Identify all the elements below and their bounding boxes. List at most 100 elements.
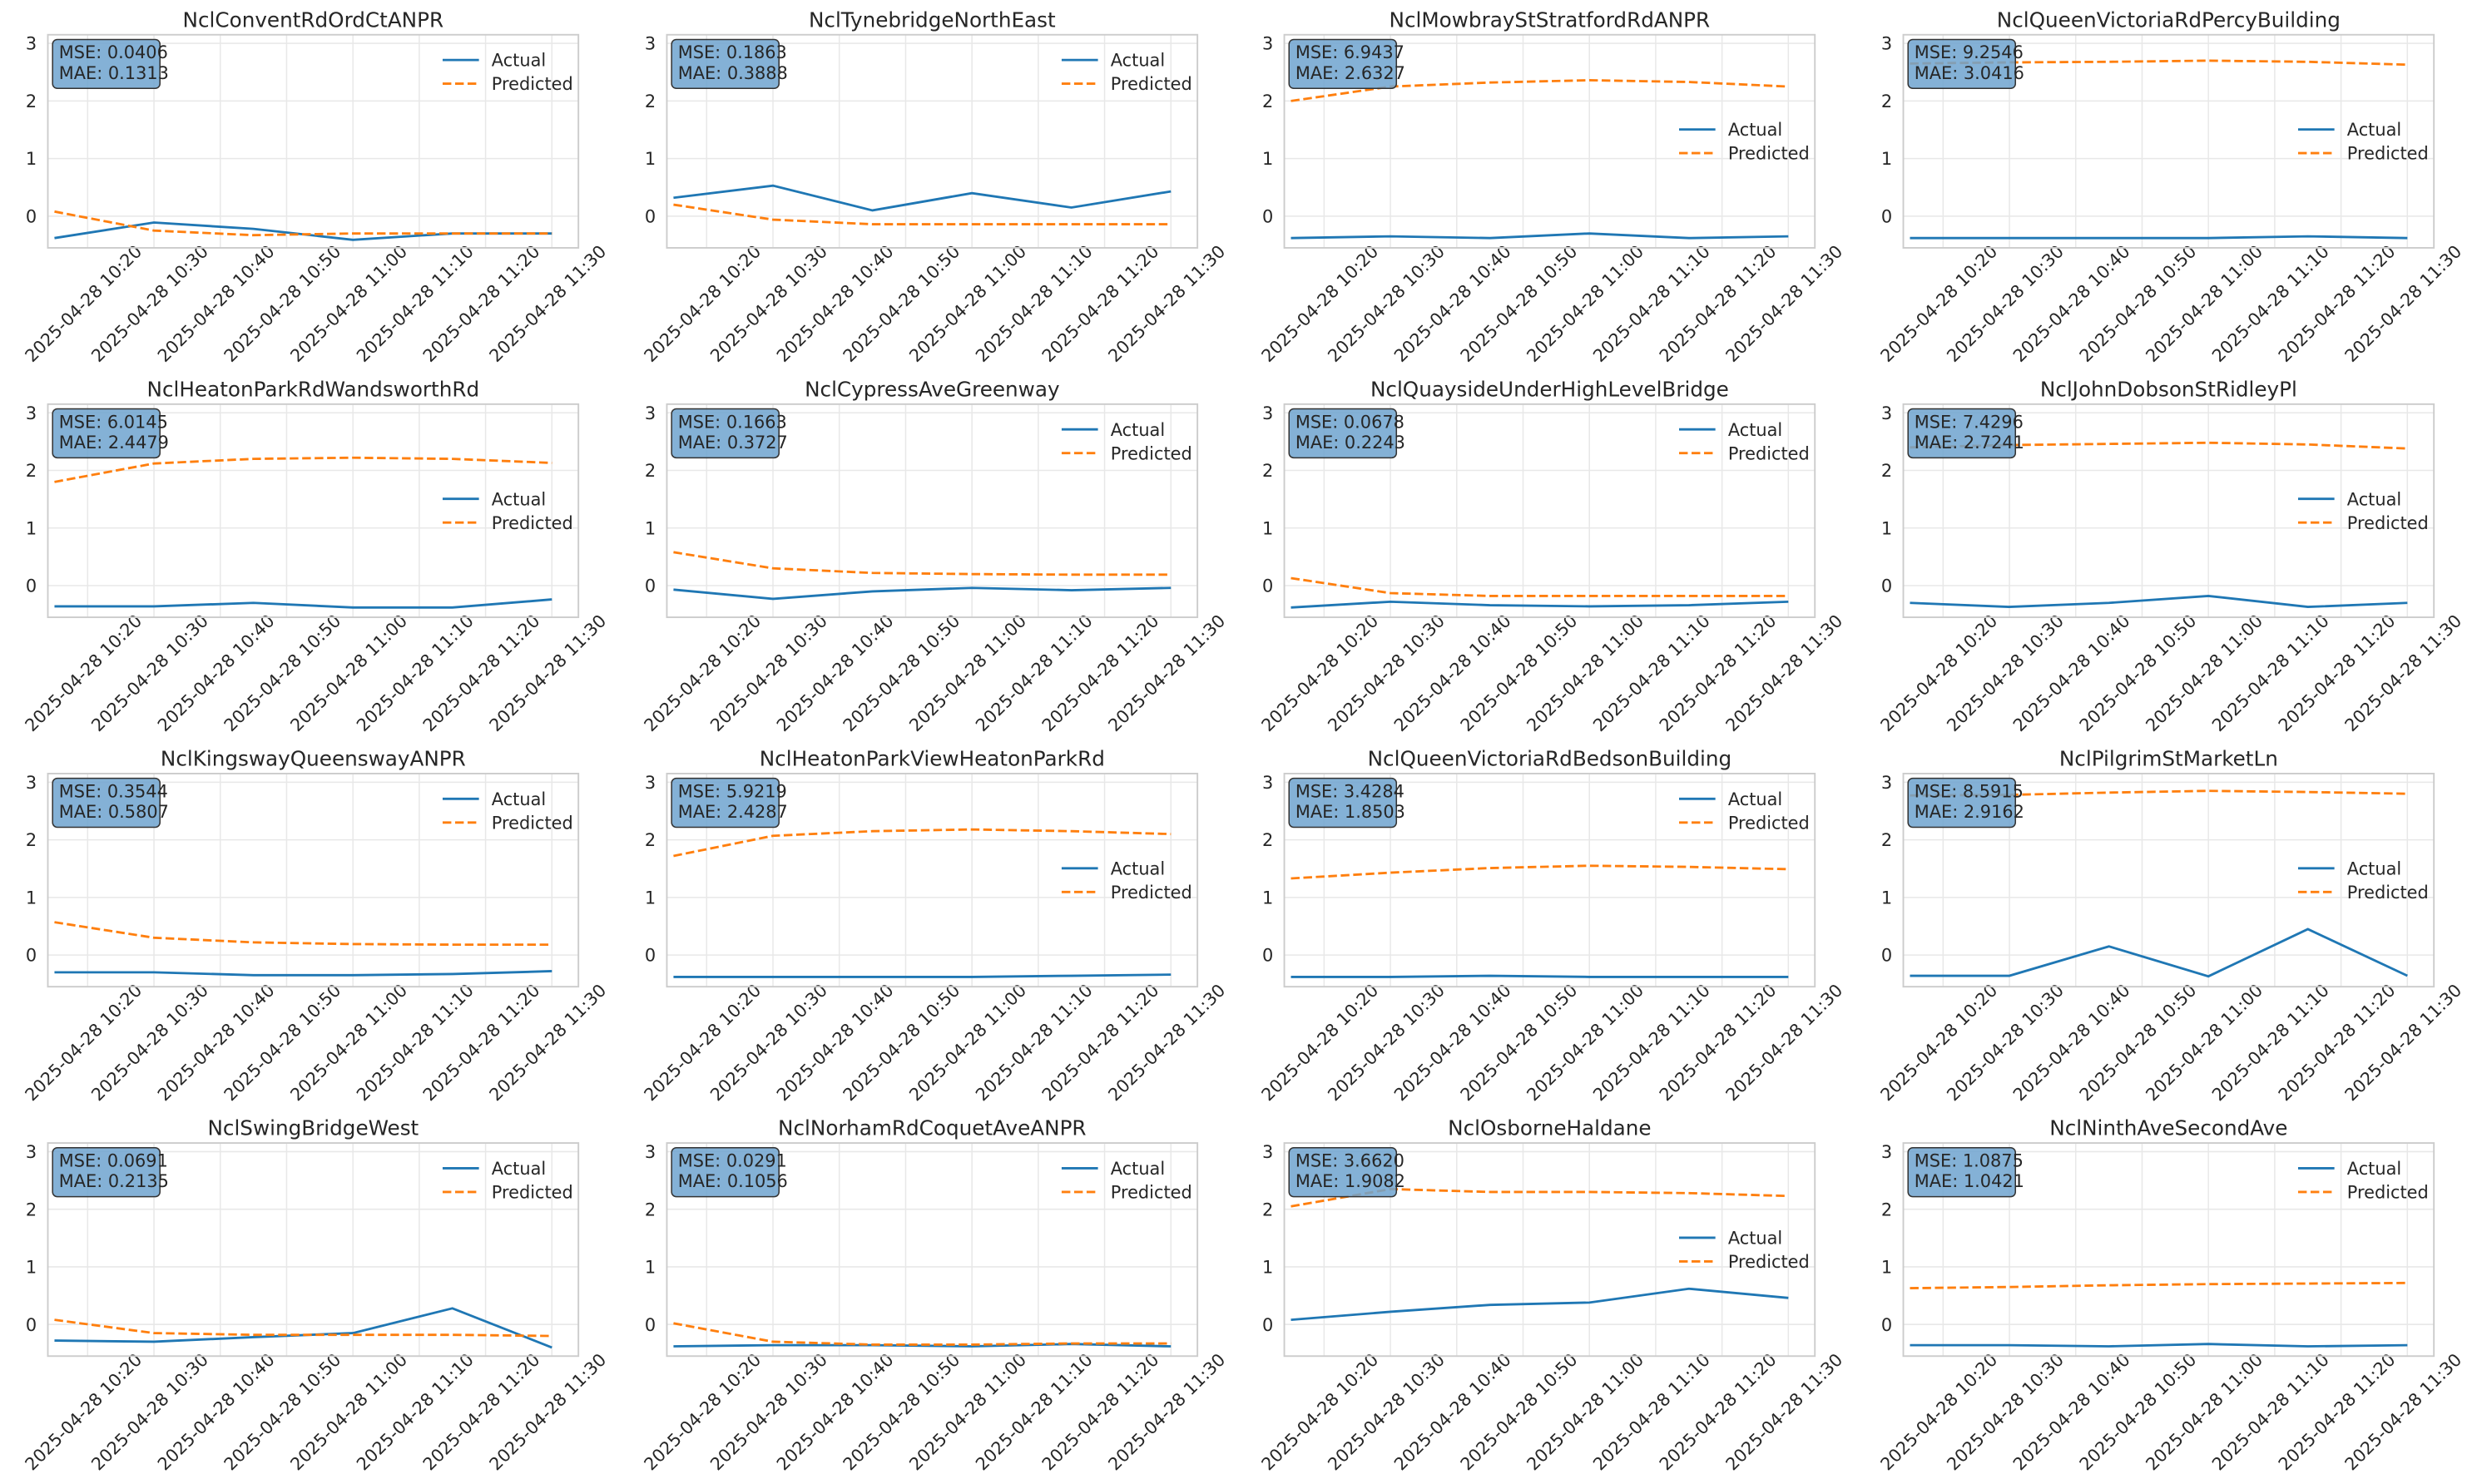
y-tick-label: 2	[1262, 92, 1273, 111]
x-tick-label: 2025-04-28 11:10	[2208, 1349, 2333, 1474]
legend-label: Predicted	[2347, 513, 2429, 533]
x-tick-label: 2025-04-28 10:40	[773, 241, 898, 366]
legend-label: Actual	[2347, 1159, 2401, 1179]
y-tick-label: 2	[26, 1200, 37, 1219]
series-line	[1910, 928, 2408, 978]
annotation-box	[1288, 777, 1398, 829]
x-tick-label: 2025-04-28 10:20	[1876, 1349, 2001, 1474]
x-tick-label: 2025-04-28 10:40	[154, 241, 279, 366]
legend-label: Predicted	[1728, 443, 1810, 463]
x-tick-label: 2025-04-28 11:20	[419, 980, 544, 1105]
series-line	[54, 970, 552, 977]
x-tick-label: 2025-04-28 11:20	[2275, 980, 2400, 1105]
y-tick-label: 0	[1881, 206, 1892, 226]
legend-label: Actual	[1728, 789, 1782, 809]
chart-title: NclQuaysideUnderHighLevelBridge	[1370, 377, 1729, 401]
x-tick-label: 2025-04-28 11:20	[1038, 1349, 1163, 1474]
x-tick-label: 2025-04-28 11:20	[1038, 241, 1163, 366]
x-tick-label: 2025-04-28 11:20	[1656, 611, 1781, 735]
x-tick-label: 2025-04-28 11:20	[2275, 1349, 2400, 1474]
axes-frame	[47, 403, 580, 619]
x-tick-label: 2025-04-28 10:40	[1390, 241, 1515, 366]
axes-frame	[1283, 1142, 1816, 1358]
x-tick-label: 2025-04-28 11:00	[1523, 1349, 1647, 1474]
y-tick-label: 2	[1881, 1200, 1892, 1219]
x-tick-label: 2025-04-28 11:10	[2208, 241, 2333, 366]
y-tick-label: 0	[645, 206, 656, 226]
x-tick-label: 2025-04-28 10:20	[1257, 980, 1382, 1105]
y-tick-label: 1	[1881, 1258, 1892, 1278]
chart-title: NclNinthAveSecondAve	[2049, 1116, 2287, 1140]
y-tick-label: 2	[26, 830, 37, 850]
x-tick-label: 2025-04-28 11:10	[2208, 980, 2333, 1105]
y-tick-label: 2	[1262, 1200, 1273, 1219]
chart-title: NclHeatonParkViewHeatonParkRd	[760, 746, 1105, 770]
x-tick-label: 2025-04-28 11:20	[1038, 611, 1163, 735]
annotation-text: MSE: 9.2546	[1915, 42, 2024, 62]
chart-title: NclConventRdOrdCtANPR	[183, 7, 444, 32]
x-tick-label: 2025-04-28 11:10	[353, 980, 478, 1105]
y-tick-label: 1	[1881, 518, 1892, 538]
x-tick-label: 2025-04-28 10:20	[21, 980, 146, 1105]
annotation-text: MSE: 0.0291	[678, 1151, 787, 1171]
legend-label: Actual	[2347, 489, 2401, 509]
legend-label: Actual	[492, 789, 546, 809]
x-tick-label: 2025-04-28 11:00	[1523, 241, 1647, 366]
annotation-text: MAE: 2.6327	[1295, 63, 1405, 83]
annotation-text: MSE: 3.6620	[1295, 1151, 1404, 1171]
x-tick-label: 2025-04-28 10:30	[1324, 1349, 1449, 1474]
chart-title: NclQueenVictoriaRdPercyBuilding	[1997, 7, 2341, 32]
x-tick-label: 2025-04-28 11:10	[2208, 611, 2333, 735]
axes-frame	[666, 1142, 1199, 1358]
x-tick-label: 2025-04-28 10:40	[1390, 1349, 1515, 1474]
legend-label: Predicted	[1728, 813, 1810, 833]
y-tick-label: 1	[1262, 888, 1273, 908]
legend-label: Predicted	[492, 813, 573, 833]
x-tick-label: 2025-04-28 10:50	[1457, 980, 1582, 1105]
series-line	[673, 203, 1172, 225]
legend-label: Predicted	[1111, 443, 1192, 463]
y-tick-label: 1	[1262, 1258, 1273, 1278]
x-tick-label: 2025-04-28 10:50	[1457, 611, 1582, 735]
x-tick-label: 2025-04-28 11:20	[2275, 611, 2400, 735]
annotation-text: MSE: 0.0678	[1295, 412, 1404, 432]
x-tick-label: 2025-04-28 11:30	[1722, 1349, 1846, 1474]
annotation-text: MSE: 7.4296	[1915, 412, 2024, 432]
y-tick-label: 1	[26, 518, 37, 538]
axes-frame	[47, 1142, 580, 1358]
x-tick-label: 2025-04-28 10:20	[21, 241, 146, 366]
x-tick-label: 2025-04-28 10:30	[1943, 611, 2068, 735]
annotation-text: MAE: 0.5807	[59, 802, 169, 822]
annotation-text: MAE: 1.8503	[1295, 802, 1405, 822]
x-tick-label: 2025-04-28 10:50	[840, 611, 964, 735]
y-tick-label: 3	[1262, 403, 1273, 423]
y-tick-label: 3	[26, 34, 37, 54]
x-tick-label: 2025-04-28 11:30	[1104, 1349, 1229, 1474]
x-tick-label: 2025-04-28 10:20	[1257, 241, 1382, 366]
y-tick-label: 0	[1262, 946, 1273, 966]
legend-label: Predicted	[2347, 1182, 2429, 1202]
x-tick-label: 2025-04-28 11:10	[1589, 1349, 1714, 1474]
y-tick-label: 0	[26, 1315, 37, 1335]
legend-label: Predicted	[492, 1182, 573, 1202]
y-tick-label: 2	[645, 461, 656, 481]
x-tick-label: 2025-04-28 11:00	[905, 241, 1030, 366]
y-tick-label: 0	[1262, 576, 1273, 596]
y-tick-label: 0	[26, 576, 37, 596]
annotation-box	[1288, 408, 1398, 459]
x-tick-label: 2025-04-28 10:20	[640, 1349, 765, 1474]
